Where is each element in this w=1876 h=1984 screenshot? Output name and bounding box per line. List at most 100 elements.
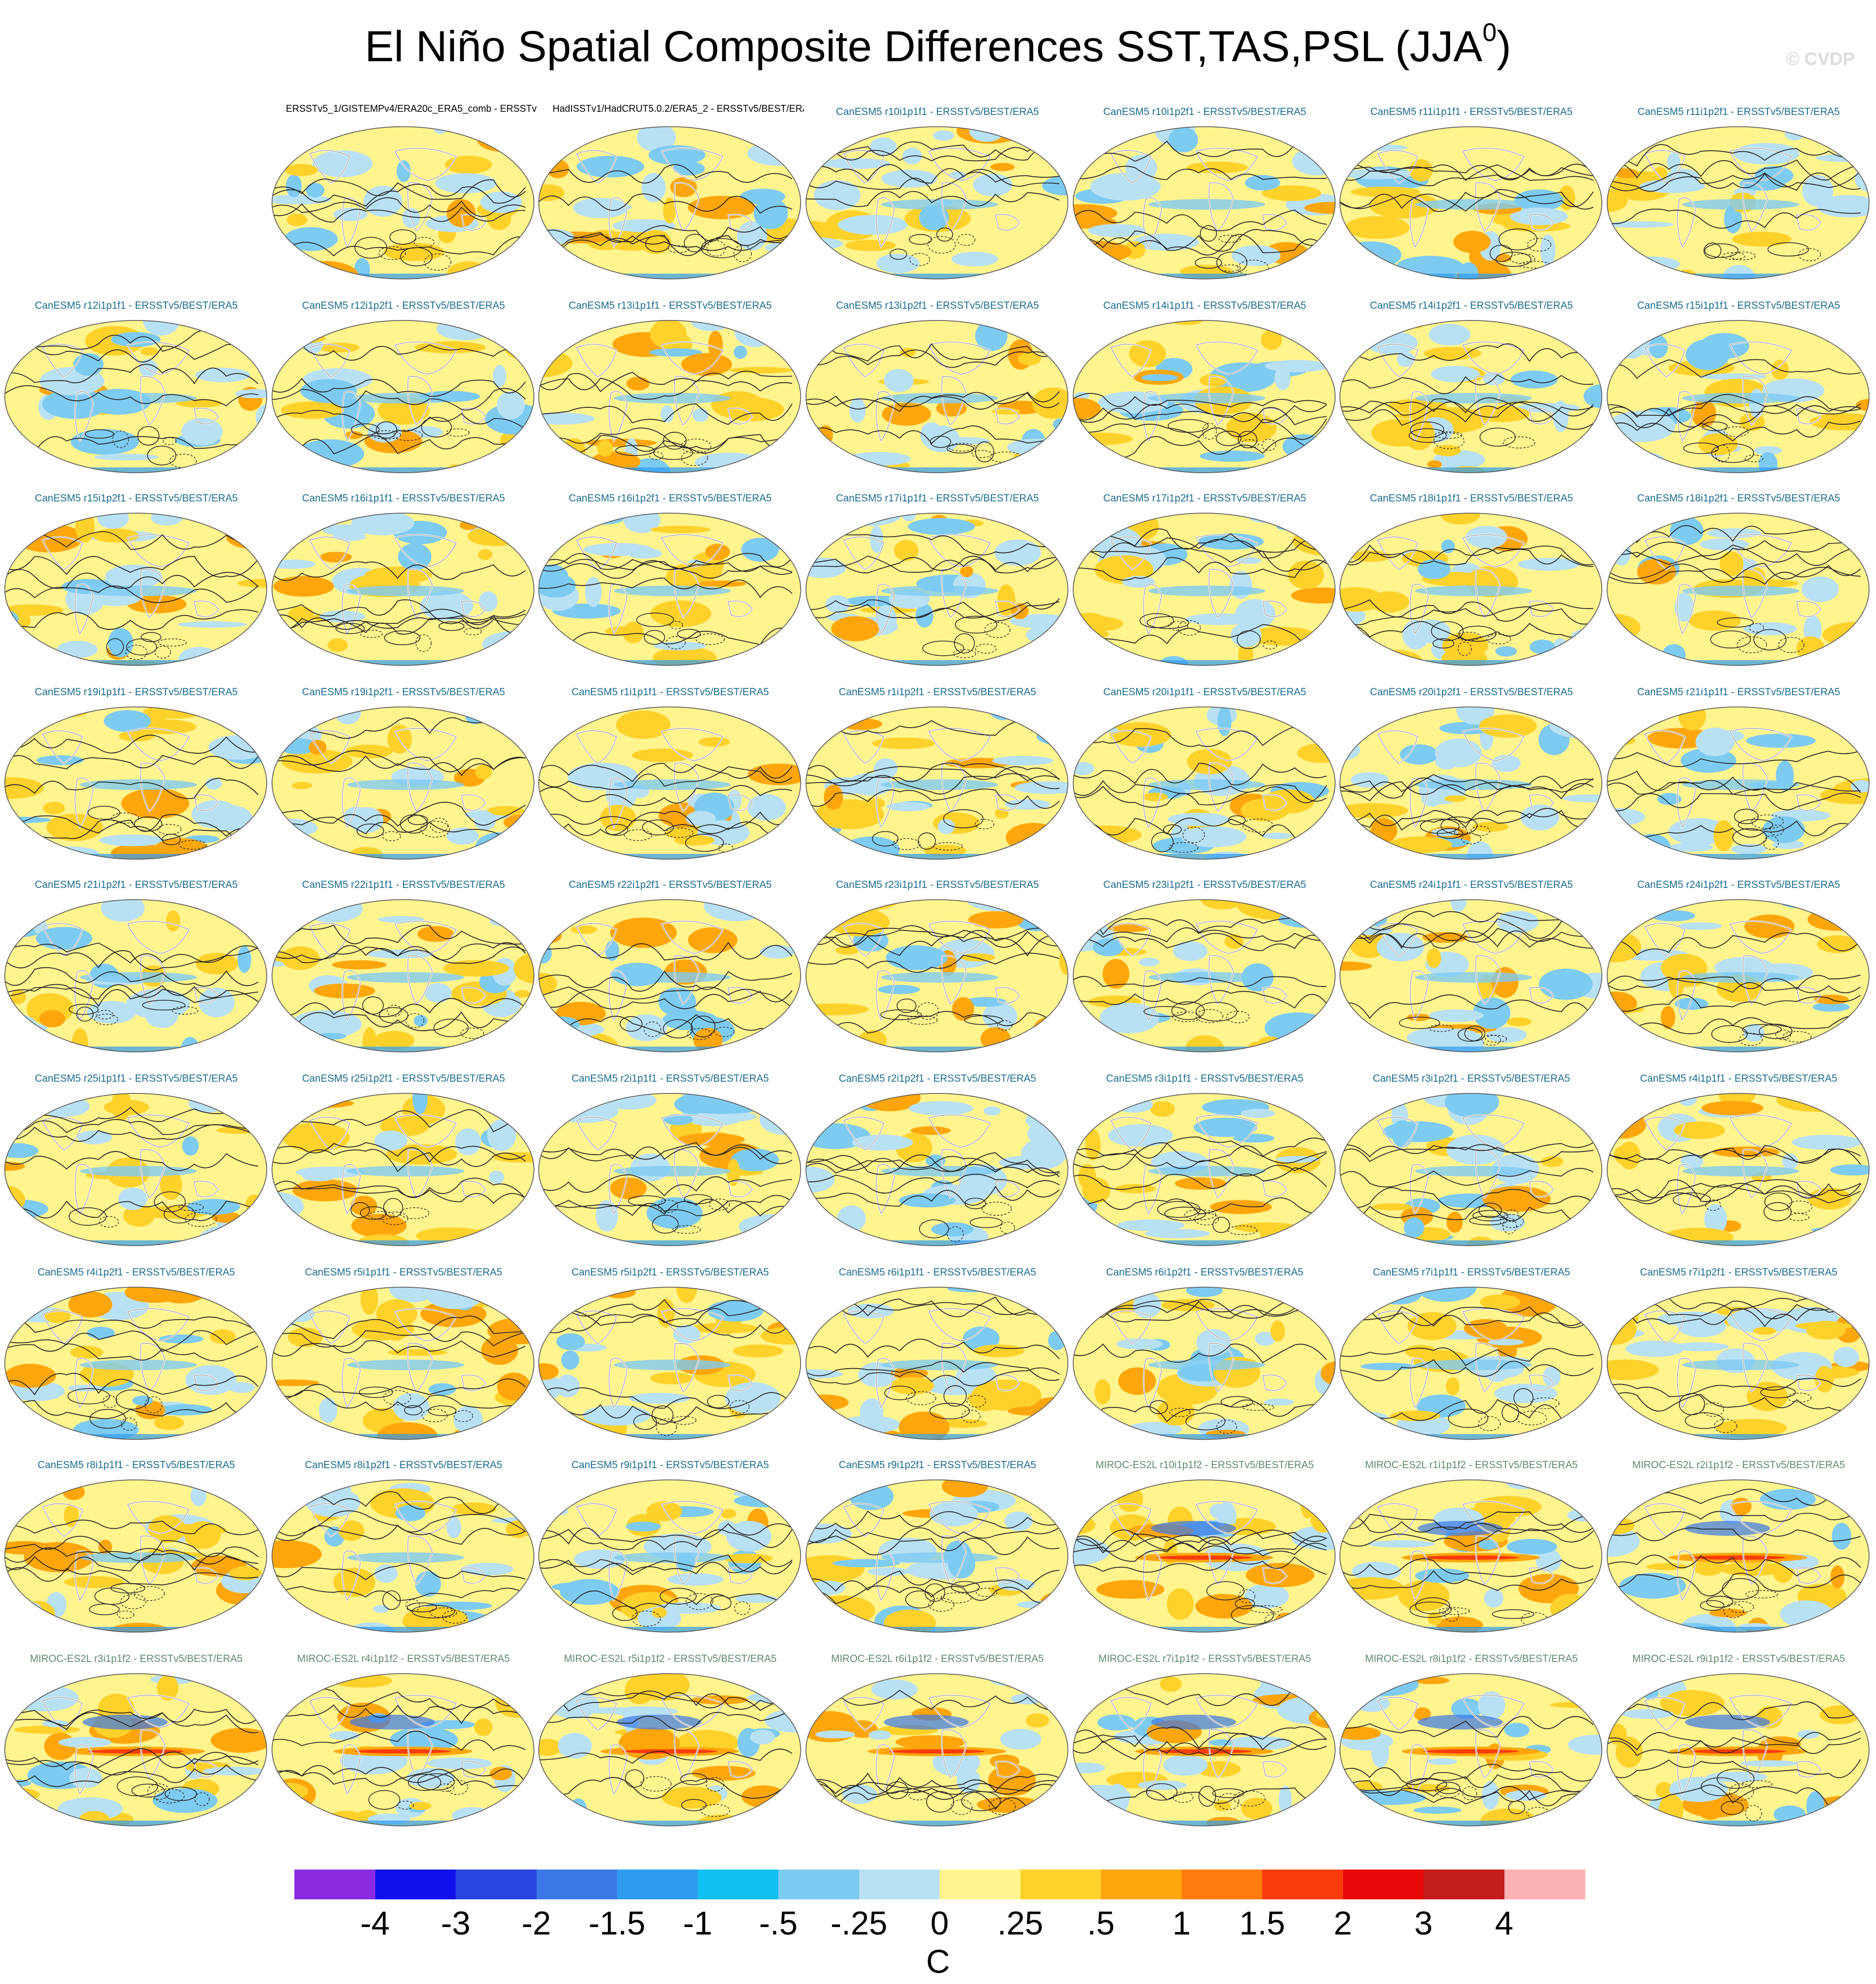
anomaly-patch — [1856, 399, 1869, 411]
anomaly-patch — [881, 586, 998, 596]
continent-outline — [461, 214, 486, 230]
continent-outline — [309, 150, 350, 184]
psl-contour — [272, 1330, 526, 1348]
continent-outline — [461, 1567, 486, 1584]
psl-contour — [382, 1590, 401, 1610]
psl-contour — [539, 235, 793, 256]
anomaly-patch — [1148, 779, 1265, 790]
continent-outline — [1730, 728, 1792, 761]
psl-contour — [1607, 565, 1861, 585]
anomaly-patch — [229, 1566, 262, 1580]
anomaly-patch — [725, 1382, 781, 1414]
psl-contour — [1492, 1609, 1535, 1619]
colorbar-tick-label: 1.5 — [1239, 1905, 1286, 1942]
anomaly-patch — [1819, 1486, 1869, 1502]
continent-outline — [995, 1567, 1020, 1584]
colorbar-tick-label: -1 — [682, 1905, 713, 1942]
global-map — [1073, 1093, 1336, 1246]
anomaly-patch — [1032, 387, 1068, 419]
continent-outline — [42, 1117, 83, 1150]
anomaly-patch — [734, 1494, 799, 1508]
panel-title: MIROC-ES2L r10i1p1f2 - ERSSTv5/BEST/ERA5 — [1095, 1460, 1314, 1471]
anomaly-patch — [1321, 1361, 1335, 1386]
anomaly-patch — [1753, 1327, 1776, 1335]
anomaly-patch — [1660, 1006, 1675, 1029]
map-border — [538, 899, 801, 1052]
anomaly-patch — [952, 997, 974, 1021]
psl-contour — [936, 227, 953, 242]
psl-contour — [1711, 1025, 1748, 1043]
continent-outline — [876, 197, 895, 248]
anomaly-patch — [443, 960, 509, 977]
psl-contour — [1073, 548, 1327, 572]
anomaly-patch — [1618, 1141, 1641, 1170]
anomaly-patch — [1646, 1563, 1688, 1570]
anomaly-patch — [188, 1095, 226, 1113]
anomaly-patch — [1073, 1821, 1335, 1826]
anomaly-patch — [650, 525, 711, 533]
psl-contour — [1073, 1733, 1327, 1756]
anomaly-patch — [1466, 525, 1508, 549]
psl-contour-negative — [1242, 818, 1274, 833]
anomaly-patch — [56, 640, 98, 658]
anomaly-patch — [889, 1749, 985, 1754]
psl-contour — [1340, 1205, 1594, 1224]
continent-outline — [1262, 794, 1287, 811]
continent-outline — [75, 1164, 94, 1215]
psl-contour-negative — [656, 1418, 677, 1436]
continent-outline — [1742, 1343, 1768, 1392]
continent-outline — [1529, 1761, 1554, 1777]
anomaly-patch — [1472, 822, 1509, 832]
map-border — [805, 706, 1068, 860]
anomaly-patch — [582, 1405, 651, 1426]
continent-outline — [1644, 923, 1685, 957]
anomaly-patch — [1415, 972, 1532, 983]
anomaly-patch — [1122, 575, 1155, 588]
anomaly-patch — [1041, 270, 1068, 279]
anomaly-patch — [1719, 551, 1743, 577]
psl-contour — [89, 1409, 126, 1429]
anomaly-patch — [729, 367, 793, 374]
anomaly-patch — [661, 405, 674, 423]
anomaly-patch — [347, 1360, 464, 1370]
continent-outline — [1796, 794, 1821, 811]
psl-contour — [615, 444, 655, 456]
anomaly-patch — [1351, 1561, 1401, 1582]
map-border — [1073, 899, 1336, 1052]
continent-outline — [608, 970, 628, 1021]
psl-contour-negative — [1741, 1780, 1773, 1788]
continent-outline — [1644, 1697, 1685, 1731]
anomaly-patch — [640, 229, 671, 254]
psl-contour-negative — [154, 1788, 185, 1804]
psl-contour — [163, 1205, 195, 1224]
anomaly-patch — [622, 1749, 718, 1754]
continent-outline — [843, 1697, 884, 1731]
anomaly-patch — [1089, 320, 1110, 335]
anomaly-patch — [118, 1187, 147, 1211]
anomaly-patch — [1423, 1749, 1519, 1754]
anomaly-patch — [497, 391, 525, 419]
map-panel: CanESM5 r8i1p1f1 - ERSSTv5/BEST/ERA5 — [3, 1460, 270, 1651]
anomaly-patch — [631, 748, 693, 762]
psl-contour — [116, 1389, 149, 1410]
anomaly-patch — [806, 466, 865, 473]
anomaly-patch — [1674, 1121, 1725, 1139]
psl-contour — [1340, 1764, 1594, 1785]
psl-contour — [272, 1704, 526, 1724]
anomaly-patch — [1480, 1294, 1520, 1310]
psl-contour — [1340, 781, 1594, 802]
continent-outline — [608, 778, 628, 828]
psl-contour-negative — [125, 645, 147, 660]
continent-outline — [608, 1551, 628, 1601]
global-map — [4, 320, 267, 473]
anomaly-patch — [1403, 1784, 1451, 1792]
anomaly-patch — [237, 945, 251, 973]
anomaly-patch — [663, 197, 676, 224]
anomaly-patch — [5, 1480, 15, 1486]
anomaly-patch — [1244, 1584, 1289, 1609]
anomaly-patch — [810, 1580, 845, 1595]
psl-contour — [636, 612, 674, 627]
psl-contour-negative — [907, 1015, 938, 1025]
anomaly-patch — [1612, 539, 1631, 566]
psl-contour-negative — [1728, 1601, 1754, 1613]
